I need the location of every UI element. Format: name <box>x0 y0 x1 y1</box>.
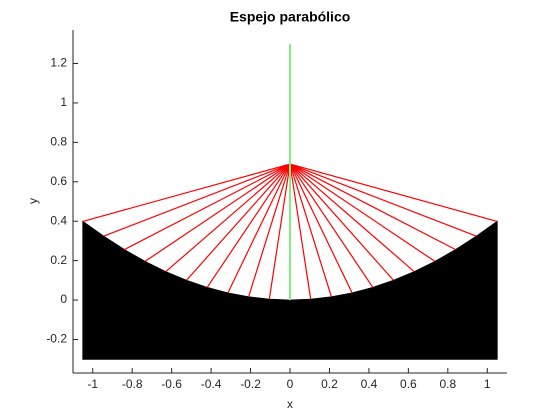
y-tick-label: 0 <box>60 292 67 306</box>
mirror-area <box>82 220 498 360</box>
ray <box>289 163 312 300</box>
x-tick-label: 0.6 <box>400 377 417 391</box>
ray <box>289 163 498 222</box>
ray <box>206 163 291 288</box>
ray <box>185 163 291 281</box>
y-tick-label: 0.8 <box>50 135 67 149</box>
y-tick-label: 0.6 <box>50 174 67 188</box>
ray <box>268 163 291 300</box>
ray <box>247 163 291 298</box>
ray <box>289 163 456 251</box>
y-tick-label: 0.2 <box>50 253 67 267</box>
x-tick-label: -0.8 <box>122 377 143 391</box>
ray <box>289 163 477 237</box>
ray <box>144 163 291 262</box>
x-tick-label: -0.4 <box>201 377 222 391</box>
chart-title: Espejo parabólico <box>230 9 351 25</box>
x-tick-label: -0.2 <box>240 377 261 391</box>
x-tick-label: 0.4 <box>361 377 378 391</box>
ray <box>289 163 333 298</box>
x-axis-label: x <box>287 397 293 411</box>
ray <box>82 163 291 222</box>
x-tick-label: 0 <box>287 377 294 391</box>
x-tick-label: -0.6 <box>161 377 182 391</box>
ray <box>289 163 436 262</box>
ray <box>289 163 374 288</box>
ray <box>103 163 291 237</box>
ray <box>124 163 291 251</box>
x-tick-label: -1 <box>87 377 98 391</box>
y-tick-label: 1.2 <box>50 56 67 70</box>
x-tick-label: 0.8 <box>439 377 456 391</box>
y-axis-label: y <box>26 198 40 204</box>
ray <box>289 163 353 294</box>
ray <box>289 163 415 273</box>
x-tick-label: 0.2 <box>321 377 338 391</box>
y-tick-label: -0.2 <box>46 332 67 346</box>
x-tick-label: 1 <box>484 377 491 391</box>
ray <box>165 163 291 273</box>
y-tick-label: 1 <box>60 95 67 109</box>
y-tick-label: 0.4 <box>50 213 67 227</box>
ray <box>289 163 395 281</box>
ray <box>227 163 291 294</box>
